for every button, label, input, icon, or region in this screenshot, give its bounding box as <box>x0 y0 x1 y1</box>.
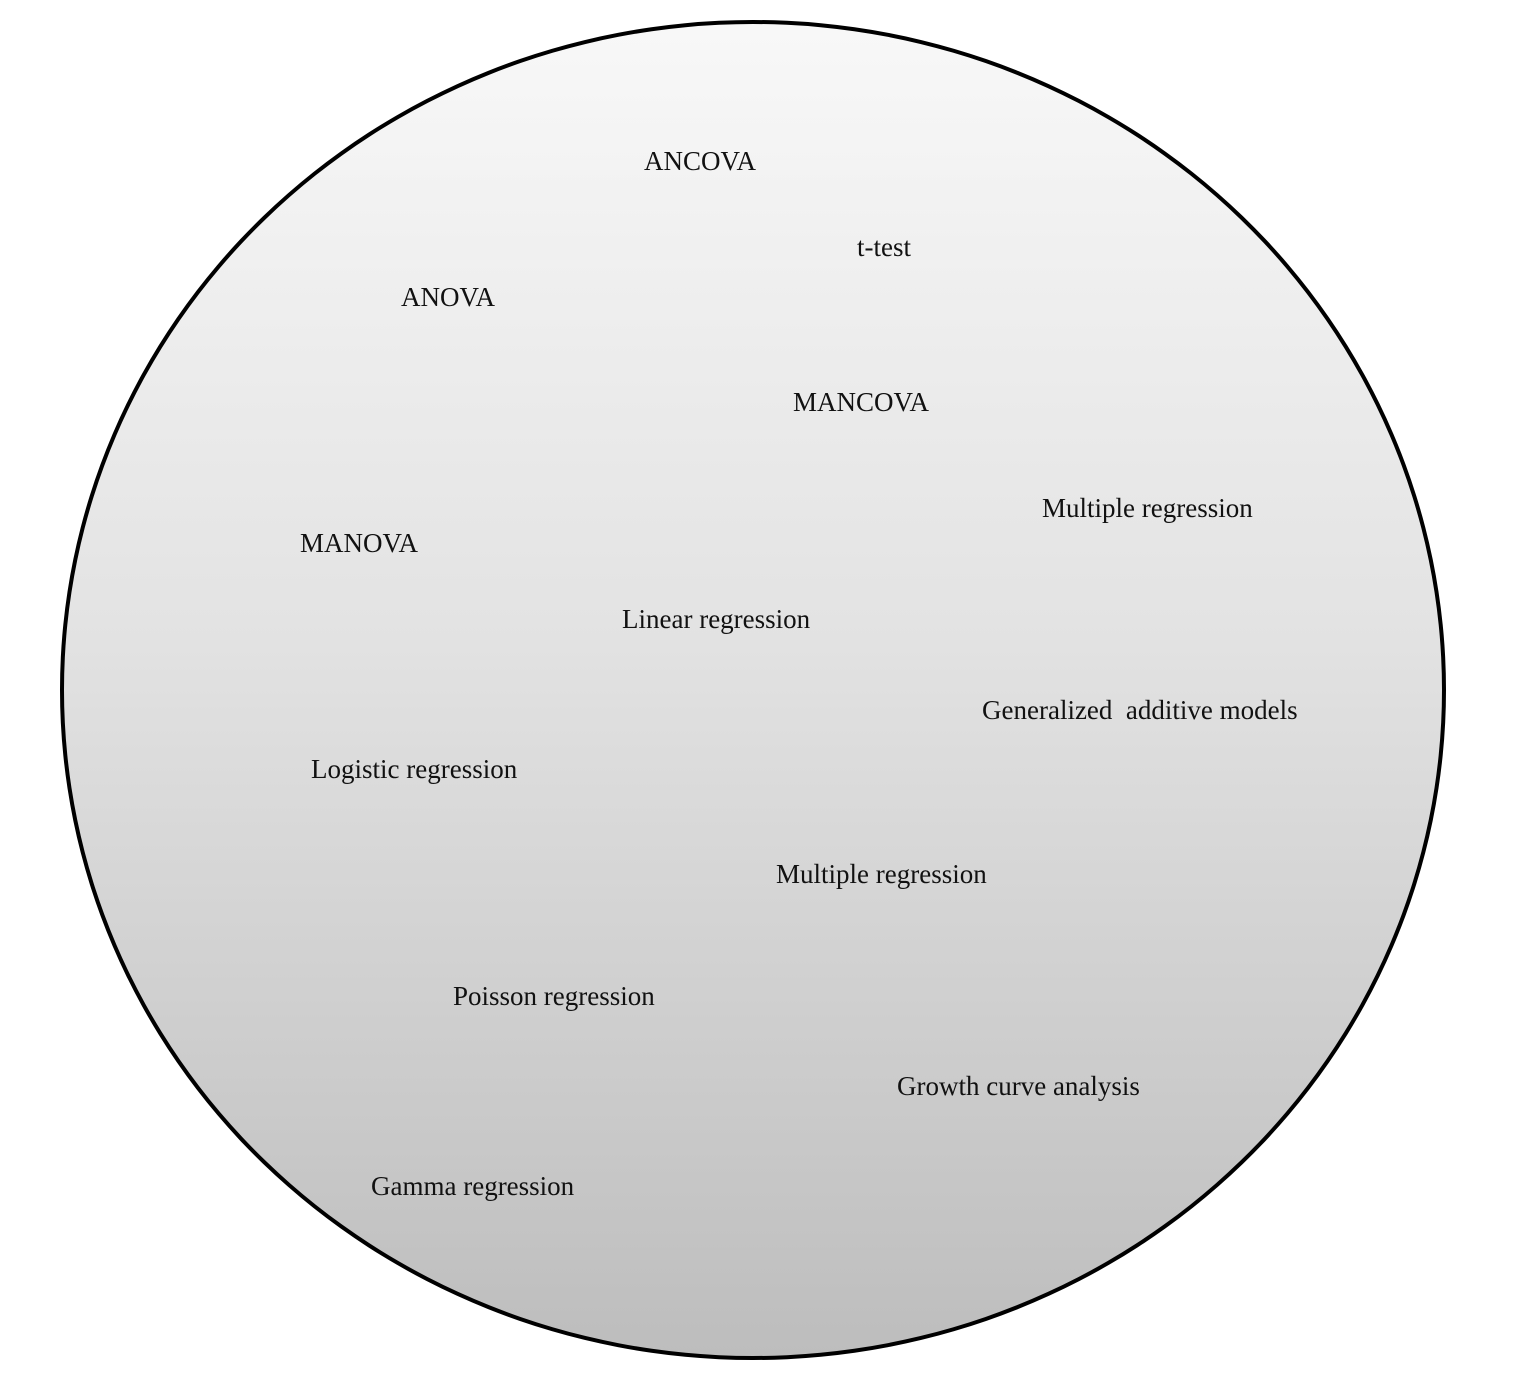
label-multiple-regression-second: Multiple regression <box>776 859 987 889</box>
label-mancova: MANCOVA <box>793 387 930 417</box>
label-gamma-regression: Gamma regression <box>371 1171 575 1201</box>
label-growth-curve-analysis: Growth curve analysis <box>897 1071 1140 1101</box>
label-anova: ANOVA <box>401 282 496 312</box>
label-ancova: ANCOVA <box>644 146 757 176</box>
label-multiple-regression: Multiple regression <box>1042 493 1253 523</box>
label-logistic-regression: Logistic regression <box>311 754 518 784</box>
label-generalized-additive-models: Generalized additive models <box>982 695 1298 725</box>
label-manova: MANOVA <box>300 528 419 558</box>
label-poisson-regression: Poisson regression <box>453 981 655 1011</box>
methods-circle <box>60 20 1446 1360</box>
label-linear-regression: Linear regression <box>622 604 811 634</box>
label-t-test: t-test <box>857 232 911 262</box>
